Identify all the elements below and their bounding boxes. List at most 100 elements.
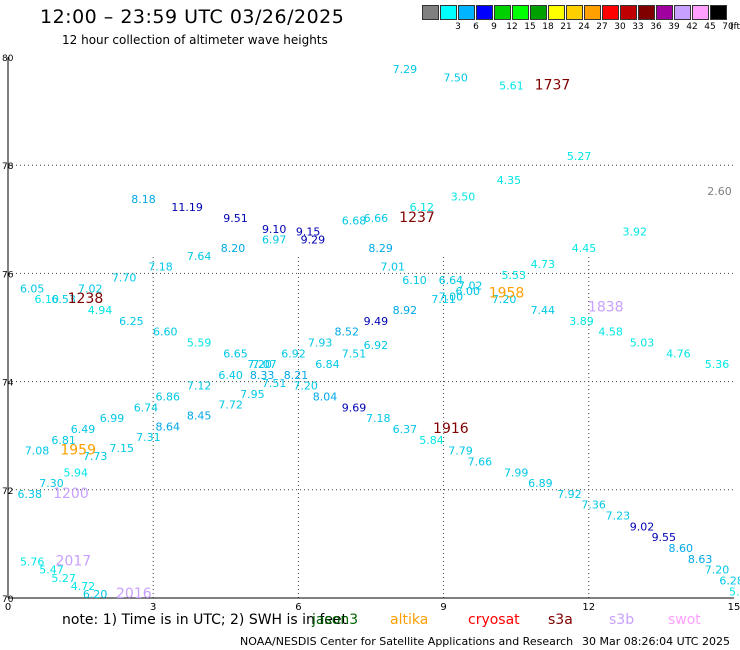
legend-swatch bbox=[566, 5, 583, 20]
legend-label: 15 bbox=[524, 22, 536, 32]
wave-height-label: 6.05 bbox=[20, 282, 45, 295]
wave-height-label: 6.68 bbox=[342, 215, 367, 228]
legend-swatch bbox=[674, 5, 691, 20]
wave-height-label: 8.60 bbox=[669, 542, 694, 555]
legend-label: 30 bbox=[614, 22, 626, 32]
wave-height-label: 9.69 bbox=[342, 401, 367, 414]
pass-time-label: 1838 bbox=[588, 299, 624, 315]
wave-height-label: 5.94 bbox=[64, 466, 89, 479]
wave-height-label: 6.92 bbox=[281, 347, 306, 360]
satellite-jason3: jason3 bbox=[312, 612, 359, 628]
wave-height-label: 4.94 bbox=[88, 304, 113, 317]
wave-height-label: 6.81 bbox=[51, 434, 76, 447]
wave-height-label: 6.97 bbox=[262, 234, 287, 247]
credit-line: NOAA/NESDIS Center for Satellite Applica… bbox=[240, 635, 574, 648]
legend-swatch bbox=[440, 5, 457, 20]
wave-height-label: 5.84 bbox=[419, 434, 444, 447]
wave-height-label: 8.63 bbox=[688, 553, 713, 566]
wave-height-label: 11.19 bbox=[171, 201, 203, 214]
wave-height-label: 4.72 bbox=[71, 580, 96, 593]
wave-height-label: 7.23 bbox=[606, 510, 631, 523]
satellite-cryosat: cryosat bbox=[468, 612, 520, 628]
pass-time-label: 1737 bbox=[535, 77, 571, 93]
wave-height-label: 7.30 bbox=[39, 477, 64, 490]
pass-time-label: 1916 bbox=[433, 421, 469, 437]
wave-height-label: 9.55 bbox=[652, 531, 677, 544]
wave-height-label: 5.90 bbox=[729, 585, 740, 598]
wave-height-label: 6.60 bbox=[153, 326, 178, 339]
wave-height-label: 8.33 bbox=[250, 369, 275, 382]
wave-height-label: 6.28 bbox=[719, 574, 740, 587]
legend-swatch bbox=[530, 5, 547, 20]
legend-swatch bbox=[656, 5, 673, 20]
legend-swatch bbox=[548, 5, 565, 20]
satellite-altika: altika bbox=[390, 612, 429, 628]
wave-height-label: 8.21 bbox=[284, 369, 309, 382]
wave-height-label: 7.95 bbox=[240, 388, 265, 401]
pass-time-label: 1238 bbox=[68, 291, 104, 307]
wave-height-label: 7.44 bbox=[531, 304, 556, 317]
wave-height-label: 4.45 bbox=[572, 242, 597, 255]
wave-height-label: 7.18 bbox=[148, 261, 173, 274]
wave-height-label: 6.40 bbox=[218, 369, 243, 382]
wave-height-label: 3.50 bbox=[451, 190, 476, 203]
legend-label: 39 bbox=[668, 22, 680, 32]
x-tick-label: 6 bbox=[295, 602, 301, 613]
legend-swatch bbox=[494, 5, 511, 20]
wave-height-label: 6.25 bbox=[119, 315, 144, 328]
legend-swatch bbox=[476, 5, 493, 20]
wave-height-label: 7.18 bbox=[366, 412, 391, 425]
wave-height-label: 8.64 bbox=[155, 420, 180, 433]
footer-note: note: 1) Time is in UTC; 2) SWH is in fe… bbox=[62, 612, 348, 628]
pass-time-label: 1200 bbox=[53, 486, 89, 502]
wave-height-label: 7.20 bbox=[293, 380, 318, 393]
wave-height-label: 6.12 bbox=[410, 201, 435, 214]
edge-value-label: 2.60 bbox=[707, 185, 732, 198]
wave-height-label: 6.49 bbox=[71, 423, 96, 436]
wave-height-label: 7.07 bbox=[252, 358, 277, 371]
legend-label: 42 bbox=[686, 22, 698, 32]
legend-label: 24 bbox=[578, 22, 590, 32]
x-tick-label: 3 bbox=[150, 602, 156, 613]
wave-height-label: 5.03 bbox=[630, 336, 655, 349]
wave-height-label: 7.11 bbox=[431, 293, 456, 306]
pass-time-label: 1237 bbox=[399, 210, 435, 226]
legend-swatch bbox=[710, 5, 727, 20]
wave-height-label: 9.49 bbox=[364, 315, 389, 328]
wave-height-label: 5.47 bbox=[39, 564, 64, 577]
wave-height-label: 7.79 bbox=[448, 445, 473, 458]
wave-height-label: 4.76 bbox=[666, 347, 691, 360]
legend-label: 70 bbox=[722, 22, 734, 32]
wave-height-label: 8.18 bbox=[131, 193, 156, 206]
wave-height-label: 9.02 bbox=[630, 520, 655, 533]
wave-height-label: 8.45 bbox=[187, 409, 212, 422]
wave-height-label: 6.86 bbox=[155, 391, 180, 404]
legend-swatch bbox=[584, 5, 601, 20]
legend-label: 36 bbox=[650, 22, 662, 32]
wave-height-label: 7.02 bbox=[78, 282, 103, 295]
wave-height-label: 6.37 bbox=[393, 423, 418, 436]
wave-height-label: 6.89 bbox=[528, 477, 553, 490]
pass-time-label: 1958 bbox=[489, 286, 525, 302]
x-tick-label: 12 bbox=[582, 602, 595, 613]
legend-swatch bbox=[602, 5, 619, 20]
wave-height-label: 8.04 bbox=[313, 391, 338, 404]
wave-height-label: 8.29 bbox=[368, 242, 393, 255]
legend-swatch bbox=[458, 5, 475, 20]
wave-height-label: 3.92 bbox=[623, 226, 648, 239]
wave-height-label: 7.92 bbox=[557, 488, 582, 501]
wave-height-label: 6.99 bbox=[100, 412, 125, 425]
wave-height-label: 4.58 bbox=[598, 326, 623, 339]
wave-height-label: 7.70 bbox=[112, 272, 137, 285]
legend-swatch bbox=[638, 5, 655, 20]
pass-time-label: 2016 bbox=[116, 586, 152, 602]
page-title: 12:00 – 23:59 UTC 03/26/2025 bbox=[40, 6, 345, 28]
wave-height-label: 7.29 bbox=[393, 63, 418, 76]
wave-height-label: 8.92 bbox=[393, 304, 418, 317]
wave-height-label: 5.59 bbox=[187, 336, 212, 349]
timestamp: 30 Mar 08:26:04 UTC 2025 bbox=[582, 635, 730, 648]
legend-swatch bbox=[512, 5, 529, 20]
wave-height-label: 7.93 bbox=[308, 336, 333, 349]
wave-height-label: 9.51 bbox=[223, 212, 248, 225]
